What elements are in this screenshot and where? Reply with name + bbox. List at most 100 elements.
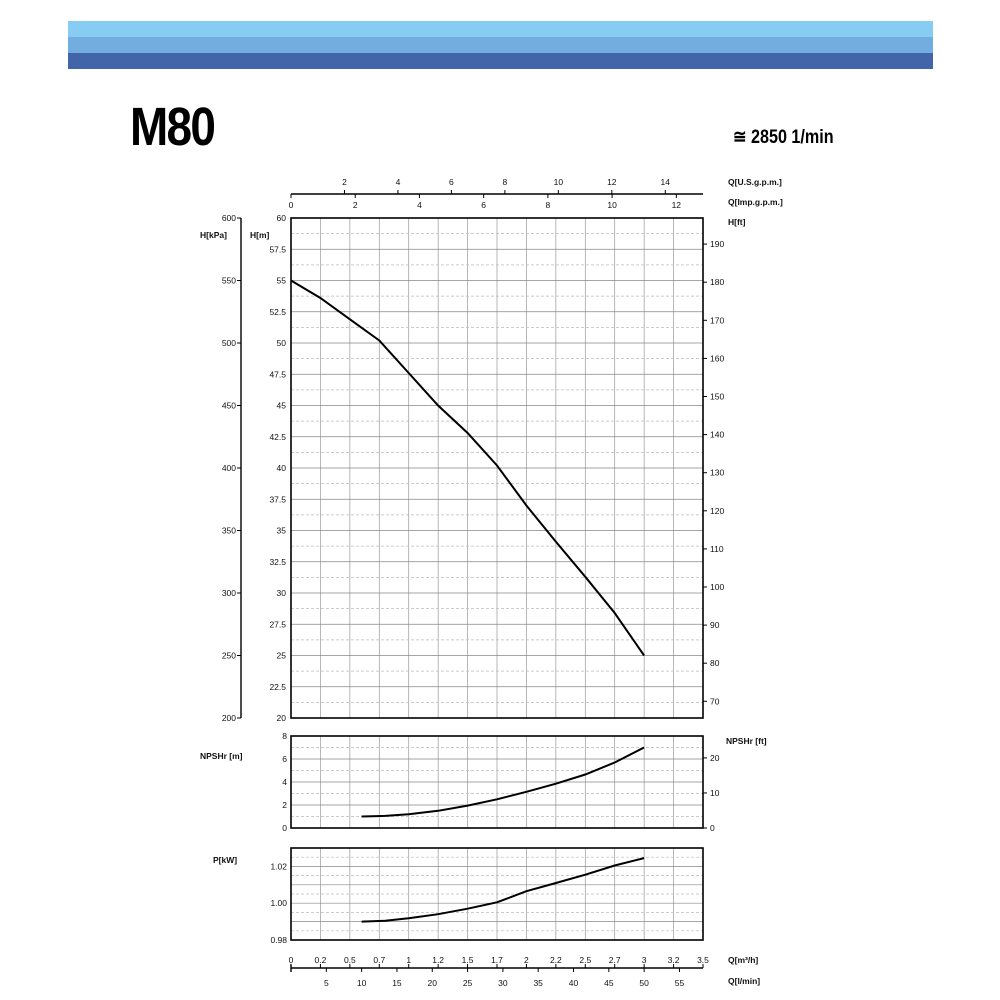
impgpm-tick-label: 10	[607, 200, 617, 210]
head-ft-tick-label: 120	[710, 506, 724, 516]
head-ft-tick-label: 100	[710, 582, 724, 592]
npsh-m-tick-label: 0	[282, 823, 287, 833]
m3h-tick-label: 1.5	[462, 955, 474, 965]
lmin-tick-label: 5	[324, 978, 329, 988]
head-kpa-tick-label: 200	[222, 713, 236, 723]
head-kpa-tick-label: 450	[222, 401, 236, 411]
lmin-axis-title: Q[l/min]	[728, 976, 760, 986]
m3h-tick-label: 3	[642, 955, 647, 965]
head-ft-tick-label: 80	[710, 658, 720, 668]
lmin-tick-label: 10	[357, 978, 367, 988]
head-curve	[290, 279, 645, 657]
power-curve	[361, 857, 645, 923]
head-ft-tick-label: 160	[710, 353, 724, 363]
m3h-tick-label: 3.5	[697, 955, 709, 965]
head-kpa-tick-label: 500	[222, 338, 236, 348]
head-m-tick-label: 60	[277, 213, 287, 223]
head-m-tick-label: 25	[277, 651, 287, 661]
impgpm-tick-label: 12	[672, 200, 682, 210]
head-m-tick-label: 20	[277, 713, 287, 723]
impgpm-tick-label: 2	[353, 200, 358, 210]
head-m-tick-label: 42.5	[269, 432, 286, 442]
head-ft-tick-label: 150	[710, 392, 724, 402]
head-ft-tick-label: 110	[710, 544, 724, 554]
m3h-axis-title: Q[m³/h]	[728, 955, 758, 965]
head-kpa-tick-label: 300	[222, 588, 236, 598]
m3h-tick-label: 1.2	[432, 955, 444, 965]
head-ft-tick-label: 140	[710, 430, 724, 440]
head-ft-tick-label: 190	[710, 239, 724, 249]
lmin-tick-label: 30	[498, 978, 508, 988]
head-m-tick-label: 47.5	[269, 369, 286, 379]
usgpm-tick-label: 12	[607, 177, 617, 187]
usgpm-tick-label: 8	[503, 177, 508, 187]
impgpm-tick-label: 4	[417, 200, 422, 210]
m3h-tick-label: 0.2	[315, 955, 327, 965]
kpa-axis-title: H[kPa]	[200, 230, 227, 240]
impgpm-tick-label: 0	[289, 200, 294, 210]
m3h-tick-label: 0.7	[373, 955, 385, 965]
head-kpa-tick-label: 250	[222, 651, 236, 661]
power-tick-label: 1.02	[270, 861, 287, 871]
m3h-tick-label: 0.5	[344, 955, 356, 965]
power-tick-label: 0.98	[270, 935, 287, 945]
head-m-tick-label: 27.5	[269, 619, 286, 629]
usgpm-tick-label: 4	[396, 177, 401, 187]
lmin-tick-label: 45	[604, 978, 614, 988]
usgpm-tick-label: 14	[661, 177, 671, 187]
header-band-dark	[68, 53, 933, 69]
head-panel-frame	[290, 217, 704, 719]
impgpm-tick-label: 6	[481, 200, 486, 210]
m3h-tick-label: 2.7	[609, 955, 621, 965]
npsh-m-tick-label: 2	[282, 800, 287, 810]
head-ft-tick-label: 170	[710, 315, 724, 325]
lmin-tick-label: 50	[639, 978, 649, 988]
usgpm-tick-label: 10	[554, 177, 564, 187]
header-band-light	[68, 21, 933, 37]
m3h-tick-label: 2.5	[579, 955, 591, 965]
head-m-axis-title: H[m]	[250, 230, 270, 240]
head-m-tick-label: 40	[277, 463, 287, 473]
npsh-ft-tick-label: 20	[710, 753, 720, 763]
head-m-tick-label: 30	[277, 588, 287, 598]
usgpm-axis-title: Q[U.S.g.p.m.]	[728, 177, 782, 187]
head-m-tick-label: 55	[277, 276, 287, 286]
head-m-tick-label: 45	[277, 401, 287, 411]
lmin-tick-label: 20	[428, 978, 438, 988]
impgpm-axis-title: Q[Imp.g.p.m.]	[728, 197, 783, 207]
m3h-tick-label: 1	[406, 955, 411, 965]
lmin-tick-label: 15	[392, 978, 402, 988]
head-ft-tick-label: 180	[710, 277, 724, 287]
npsh-ft-tick-label: 0	[710, 823, 715, 833]
head-ft-axis-title: H[ft]	[728, 217, 746, 227]
head-m-tick-label: 32.5	[269, 557, 286, 567]
head-m-tick-label: 50	[277, 338, 287, 348]
m3h-tick-label: 3.2	[668, 955, 680, 965]
lmin-tick-label: 55	[675, 978, 685, 988]
npsh-m-tick-label: 8	[282, 731, 287, 741]
npsh-curve	[361, 746, 645, 818]
usgpm-tick-label: 6	[449, 177, 454, 187]
power-panel-frame	[290, 847, 704, 941]
usgpm-tick-label: 2	[342, 177, 347, 187]
pump-model-title: M80	[130, 97, 216, 157]
head-kpa-tick-label: 600	[222, 213, 236, 223]
head-m-tick-label: 57.5	[269, 244, 286, 254]
lmin-tick-label: 25	[463, 978, 473, 988]
head-m-tick-label: 22.5	[269, 682, 286, 692]
lmin-tick-label: 40	[569, 978, 579, 988]
power-tick-label: 1.00	[270, 898, 287, 908]
m3h-tick-label: 0	[289, 955, 294, 965]
head-ft-tick-label: 70	[710, 696, 720, 706]
npsh-m-tick-label: 6	[282, 754, 287, 764]
head-kpa-tick-label: 350	[222, 526, 236, 536]
head-kpa-tick-label: 400	[222, 463, 236, 473]
power-axis-title: P[kW]	[213, 855, 237, 865]
npsh-ft-axis-title: NPSHr [ft]	[726, 736, 767, 746]
head-ft-tick-label: 90	[710, 620, 720, 630]
npsh-m-axis-title: NPSHr [m]	[200, 751, 243, 761]
m3h-tick-label: 1.7	[491, 955, 503, 965]
head-kpa-tick-label: 550	[222, 276, 236, 286]
m3h-tick-label: 2.2	[550, 955, 562, 965]
